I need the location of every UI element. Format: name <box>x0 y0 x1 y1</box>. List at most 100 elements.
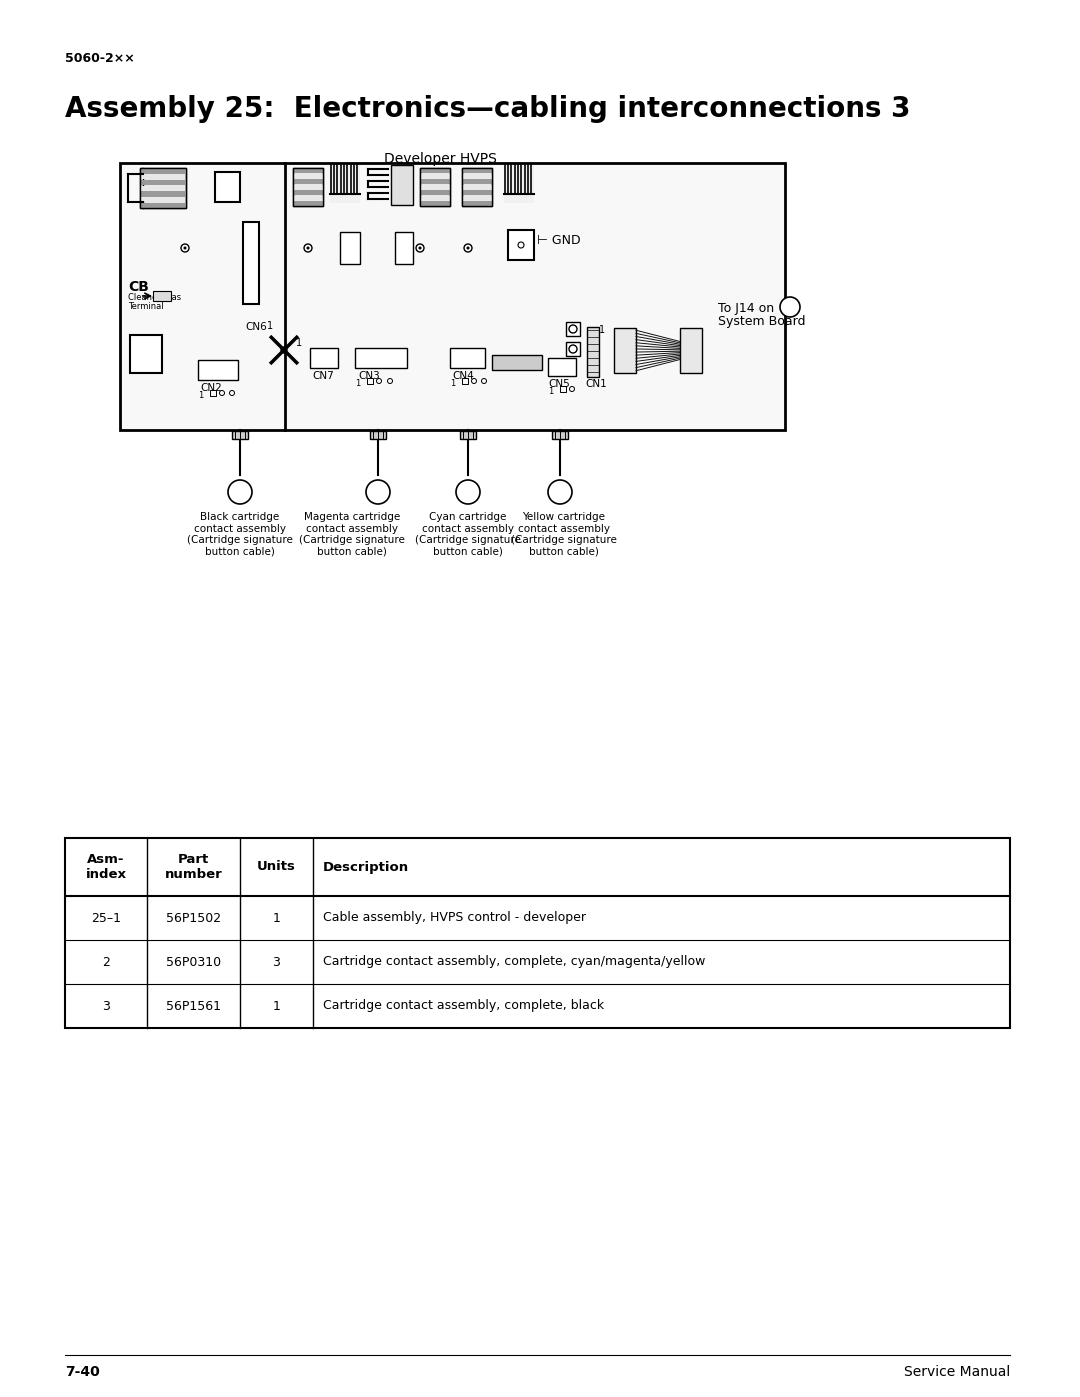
Text: Description: Description <box>323 861 409 873</box>
Bar <box>293 168 323 205</box>
Text: 1: 1 <box>198 391 203 400</box>
Text: 1: 1 <box>548 387 553 395</box>
Text: 1: 1 <box>272 911 281 925</box>
Bar <box>294 175 323 179</box>
Bar <box>566 321 580 337</box>
Bar <box>420 190 449 196</box>
Text: Magenta cartridge
contact assembly
(Cartridge signature
button cable): Magenta cartridge contact assembly (Cart… <box>299 511 405 557</box>
Text: CN4: CN4 <box>453 372 474 381</box>
Bar <box>548 358 576 376</box>
Text: 2: 2 <box>103 956 110 968</box>
Text: Asm-
index: Asm- index <box>85 854 126 882</box>
Bar <box>420 168 450 205</box>
Text: 1: 1 <box>267 321 273 331</box>
Text: 1: 1 <box>599 326 605 335</box>
Text: CN3: CN3 <box>357 372 380 381</box>
Text: Yellow cartridge
contact assembly
(Cartridge signature
button cable): Yellow cartridge contact assembly (Cartr… <box>511 511 617 557</box>
Bar <box>462 168 492 205</box>
Text: 25–1: 25–1 <box>91 911 121 925</box>
Text: Cartridge contact assembly, complete, cyan/magenta/yellow: Cartridge contact assembly, complete, cy… <box>323 956 705 968</box>
Bar <box>140 168 186 208</box>
Bar <box>140 175 186 179</box>
Bar <box>450 348 485 367</box>
Circle shape <box>281 346 287 353</box>
Bar <box>460 432 476 439</box>
Bar <box>198 360 238 380</box>
Bar <box>420 196 449 201</box>
Bar <box>462 190 491 196</box>
Bar <box>462 184 491 190</box>
Bar <box>462 379 468 384</box>
Text: 3: 3 <box>237 486 244 499</box>
Text: Developer HVPS: Developer HVPS <box>383 152 497 166</box>
Bar <box>294 190 323 196</box>
Text: 3: 3 <box>272 956 281 968</box>
Bar <box>140 168 186 208</box>
Bar <box>462 168 492 205</box>
Bar <box>120 163 785 430</box>
Bar <box>504 165 534 203</box>
Circle shape <box>548 481 572 504</box>
Bar <box>552 432 568 439</box>
Bar <box>294 179 323 184</box>
Bar <box>130 335 162 373</box>
Bar <box>508 231 534 260</box>
Circle shape <box>307 246 310 250</box>
Bar <box>140 180 186 186</box>
Text: 1: 1 <box>355 379 361 388</box>
Text: Cartridge contact assembly, complete, black: Cartridge contact assembly, complete, bl… <box>323 999 604 1013</box>
Bar <box>462 169 491 173</box>
Text: Units: Units <box>257 861 296 873</box>
Text: 1: 1 <box>296 338 302 348</box>
Text: 2: 2 <box>374 486 382 499</box>
Text: CN5: CN5 <box>548 379 570 388</box>
Bar <box>367 379 373 384</box>
Bar <box>293 168 323 205</box>
Bar <box>566 342 580 356</box>
Bar <box>420 179 449 184</box>
Text: CN7: CN7 <box>312 372 334 381</box>
Text: 2: 2 <box>464 486 472 499</box>
Bar <box>243 222 259 305</box>
Text: Cleaner Bias: Cleaner Bias <box>129 293 181 302</box>
Bar <box>340 232 360 264</box>
Bar <box>561 386 566 393</box>
Bar <box>355 348 407 367</box>
Text: 56P1502: 56P1502 <box>166 911 221 925</box>
Bar <box>294 196 323 201</box>
Bar <box>232 432 248 439</box>
Bar <box>462 179 491 184</box>
Text: ⊢ GND: ⊢ GND <box>537 233 581 246</box>
Bar <box>588 327 599 377</box>
Circle shape <box>780 298 800 317</box>
Text: CN2: CN2 <box>200 383 221 393</box>
Text: 5060-2××: 5060-2×× <box>65 52 135 66</box>
Text: Assembly 25:  Electronics—cabling interconnections 3: Assembly 25: Electronics—cabling interco… <box>65 95 910 123</box>
Bar <box>210 390 216 395</box>
Bar <box>395 232 413 264</box>
Bar <box>310 348 338 367</box>
Bar <box>615 328 636 373</box>
Text: 56P0310: 56P0310 <box>166 956 221 968</box>
Text: 1: 1 <box>272 999 281 1013</box>
Bar <box>294 169 323 173</box>
Circle shape <box>228 481 252 504</box>
Bar <box>492 355 542 370</box>
Bar <box>370 432 386 439</box>
Text: Cable assembly, HVPS control - developer: Cable assembly, HVPS control - developer <box>323 911 586 925</box>
Text: CN6: CN6 <box>245 321 267 332</box>
Bar <box>215 172 240 203</box>
Bar <box>140 203 186 208</box>
Bar <box>153 291 171 300</box>
Text: Cyan cartridge
contact assembly
(Cartridge signature
button cable): Cyan cartridge contact assembly (Cartrid… <box>415 511 521 557</box>
Bar <box>420 168 450 205</box>
Bar <box>680 328 702 373</box>
Text: 56P1561: 56P1561 <box>166 999 221 1013</box>
Text: CB: CB <box>129 279 149 293</box>
Text: 1: 1 <box>450 379 456 388</box>
Bar <box>391 165 413 205</box>
Bar <box>462 201 491 205</box>
Bar <box>65 838 1010 1028</box>
Text: 2: 2 <box>556 486 564 499</box>
Text: System Board: System Board <box>718 314 806 328</box>
